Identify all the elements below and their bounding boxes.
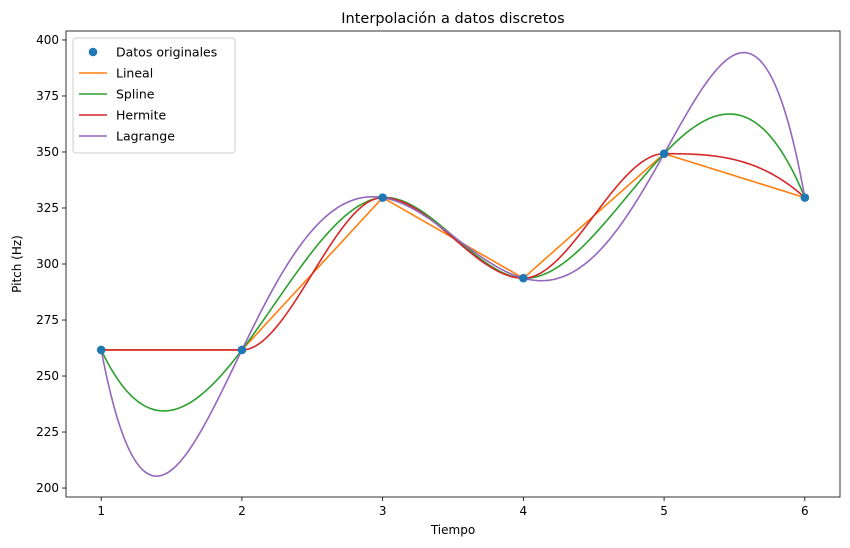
legend-label: Datos originales — [116, 45, 217, 60]
legend: Datos originales Lineal Spline Hermite Lagra… — [72, 37, 236, 154]
y-tick-label: 250 — [36, 369, 59, 383]
data-points — [96, 149, 810, 355]
legend-marker — [88, 47, 98, 57]
y-axis-label: Pitch (Hz) — [10, 235, 24, 293]
y-tick-label: 325 — [36, 201, 59, 215]
data-point — [237, 345, 247, 355]
y-axis: 200 225 250 275 300 325 350 375 400 — [36, 33, 66, 495]
legend-box — [72, 37, 236, 154]
y-tick-label: 225 — [36, 425, 59, 439]
x-tick-label: 5 — [660, 504, 668, 518]
legend-label: Lineal — [116, 66, 153, 81]
x-axis-label: Tiempo — [430, 523, 475, 537]
y-tick-label: 200 — [36, 481, 59, 495]
series-line-lineal — [101, 152, 806, 351]
data-point — [519, 273, 528, 283]
y-tick-label: 275 — [36, 313, 59, 327]
legend-label: Hermite — [116, 108, 167, 123]
chart-title: Interpolación a datos discretos — [341, 11, 564, 27]
x-tick-label: 6 — [801, 504, 809, 518]
data-point — [659, 149, 669, 159]
y-tick-label: 400 — [36, 33, 59, 47]
y-tick-label: 300 — [36, 257, 59, 271]
x-tick-label: 2 — [238, 504, 246, 518]
data-point — [96, 345, 106, 355]
data-point — [800, 193, 810, 202]
y-tick-label: 350 — [36, 145, 59, 159]
series-line-hermite — [101, 152, 806, 351]
data-point — [378, 193, 387, 202]
x-axis: 1 2 3 4 5 6 — [97, 497, 809, 518]
legend-label: Lagrange — [116, 129, 175, 144]
series-line-spline — [100, 113, 806, 412]
plot-lines — [100, 51, 806, 477]
series-line-lagrange — [100, 51, 806, 477]
x-tick-label: 1 — [97, 504, 105, 518]
y-tick-label: 375 — [36, 89, 59, 103]
legend-label: Spline — [116, 87, 155, 102]
x-tick-label: 4 — [520, 504, 528, 518]
x-tick-label: 3 — [379, 504, 387, 518]
